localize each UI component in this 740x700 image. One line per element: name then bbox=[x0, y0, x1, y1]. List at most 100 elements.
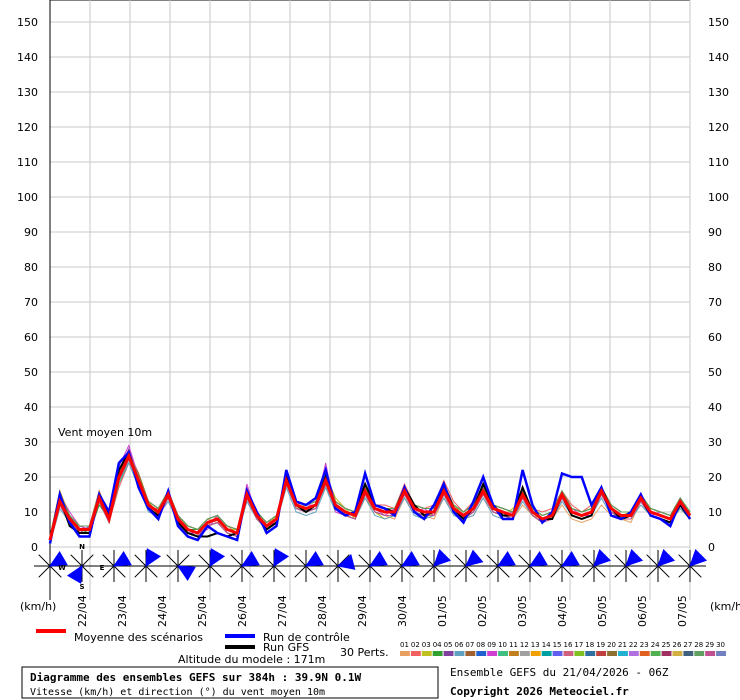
pert-legend-swatch bbox=[661, 651, 672, 656]
perturbation-legend: 01 02 03 04 05 06 07 08 09 10 11 12 13 14 15 16 17 18 19 20… bbox=[400, 641, 726, 656]
x-date-label: 29/04 bbox=[356, 595, 369, 627]
wind-direction-sector bbox=[497, 550, 516, 567]
y-tick-label-left: 70 bbox=[24, 296, 38, 309]
wind-rose-spoke bbox=[497, 565, 510, 578]
x-date-label: 22/04 bbox=[76, 595, 89, 627]
pert-legend-id: 01 bbox=[400, 641, 409, 649]
x-date-label: 04/05 bbox=[556, 595, 569, 627]
wind-rose-spoke bbox=[166, 554, 179, 567]
pert-legend-swatch bbox=[509, 651, 519, 656]
pert-legend-swatch bbox=[519, 651, 530, 656]
wind-rose-spoke bbox=[486, 565, 499, 578]
pert-legend-swatch bbox=[596, 651, 607, 656]
y-tick-label-right: 130 bbox=[708, 86, 729, 99]
wind-direction-sector bbox=[465, 549, 484, 567]
wind-rose-spoke bbox=[550, 554, 563, 567]
x-date-label: 25/04 bbox=[196, 595, 209, 627]
wind-rose-spoke bbox=[273, 565, 286, 578]
y-tick-label-right: 60 bbox=[708, 331, 722, 344]
wind-rose-spoke bbox=[326, 565, 339, 578]
wind-rose bbox=[418, 548, 452, 582]
legend-gfs-label: Run GFS bbox=[263, 641, 309, 654]
wind-rose-spoke bbox=[134, 554, 147, 567]
pert-legend-swatch bbox=[574, 651, 585, 656]
wind-direction-sector bbox=[529, 550, 548, 567]
wind-rose-spoke bbox=[262, 554, 275, 567]
wind-direction-sector bbox=[657, 548, 676, 567]
pert-legend-swatch bbox=[476, 651, 487, 656]
wind-direction-row: N S E W bbox=[34, 543, 708, 591]
pert-legend-id: 26 bbox=[673, 641, 682, 649]
pert-legend-id: 14 bbox=[542, 641, 551, 649]
pert-legend-swatch bbox=[705, 651, 716, 656]
pert-legend-id: 06 bbox=[455, 641, 464, 649]
perts-label: 30 Perts. bbox=[340, 646, 389, 659]
wind-rose-spoke bbox=[209, 565, 222, 578]
y-tick-label-right: 70 bbox=[708, 296, 722, 309]
pert-legend-id: 09 bbox=[487, 641, 496, 649]
y-tick-label-right: 0 bbox=[708, 541, 715, 554]
wind-rose bbox=[386, 550, 420, 582]
wind-rose-spoke bbox=[550, 565, 563, 578]
wind-rose-spoke bbox=[486, 554, 499, 567]
y-tick-label-right: 80 bbox=[708, 261, 722, 274]
wind-rose-spoke bbox=[390, 554, 403, 567]
wind-rose-spoke bbox=[81, 554, 94, 567]
y-axis-right: 0 10 20 30 40 50 60 70 80 90 100 110 120 130 140 150 bbox=[708, 16, 729, 554]
y-tick-label-right: 30 bbox=[708, 436, 722, 449]
y-tick-label-left: 10 bbox=[24, 506, 38, 519]
wind-rose-spoke bbox=[166, 565, 179, 578]
x-date-label: 26/04 bbox=[236, 595, 249, 627]
wind-rose bbox=[66, 550, 98, 584]
pert-legend-id: 15 bbox=[553, 641, 562, 649]
wind-rose-spoke bbox=[113, 565, 126, 578]
wind-rose-spoke bbox=[294, 554, 307, 567]
wind-rose-spoke bbox=[625, 565, 638, 578]
wind-rose-spoke bbox=[337, 565, 350, 578]
pert-legend-swatch bbox=[607, 651, 617, 656]
ensemble-info: Ensemble GEFS du 21/04/2026 - 06Z bbox=[450, 666, 669, 679]
title-box bbox=[21, 666, 439, 699]
wind-rose bbox=[226, 550, 260, 582]
altitude-label: Altitude du modele : 171m bbox=[178, 653, 325, 666]
wind-rose-spoke bbox=[401, 565, 414, 578]
legend-gfs-swatch bbox=[225, 645, 255, 649]
pert-legend-swatch bbox=[618, 651, 628, 656]
wind-rose bbox=[162, 550, 196, 582]
pert-legend-swatch bbox=[400, 651, 410, 656]
pert-legend-id: 20 bbox=[607, 641, 616, 649]
pert-legend-id: 16 bbox=[564, 641, 573, 649]
pert-legend-id: 17 bbox=[574, 641, 583, 649]
wind-rose bbox=[578, 548, 612, 582]
y-tick-label-right: 140 bbox=[708, 51, 729, 64]
wind-rose-spoke bbox=[38, 565, 51, 578]
wind-rose-spoke bbox=[369, 565, 382, 578]
y-tick-label-left: 90 bbox=[24, 226, 38, 239]
main-series-lines bbox=[48, 449, 692, 544]
y-axis-left: 0 10 20 30 40 50 60 70 80 90 100 110 120 130 140 150 bbox=[17, 16, 38, 554]
x-date-label: 07/05 bbox=[676, 595, 689, 627]
pert-legend-swatch bbox=[443, 651, 454, 656]
pert-legend-id: 18 bbox=[585, 641, 594, 649]
pert-legend-swatch bbox=[498, 651, 508, 656]
legend-control-label: Run de contrôle bbox=[263, 631, 350, 644]
wind-rose-spoke bbox=[593, 565, 606, 578]
wind-rose-spoke bbox=[422, 554, 435, 567]
y-tick-label-left: 140 bbox=[17, 51, 38, 64]
wind-direction-sector bbox=[625, 548, 644, 567]
pert-legend-id: 23 bbox=[640, 641, 649, 649]
pert-legend-swatch bbox=[650, 651, 661, 656]
pert-legend-swatch bbox=[672, 651, 683, 656]
wind-rose bbox=[98, 550, 132, 582]
pert-legend-id: 27 bbox=[683, 641, 692, 649]
pert-legend-id: 05 bbox=[444, 641, 453, 649]
pert-legend-swatch bbox=[465, 651, 476, 656]
wind-rose-spoke bbox=[262, 565, 275, 578]
wind-rose-spoke bbox=[177, 554, 190, 567]
wind-rose-spoke bbox=[198, 554, 211, 567]
copyright: Copyright 2026 Meteociel.fr bbox=[450, 685, 629, 698]
y-tick-label-left: 100 bbox=[17, 191, 38, 204]
wind-rose-spoke bbox=[454, 554, 467, 567]
pert-legend-id: 03 bbox=[422, 641, 431, 649]
wind-direction-sector bbox=[401, 550, 420, 567]
